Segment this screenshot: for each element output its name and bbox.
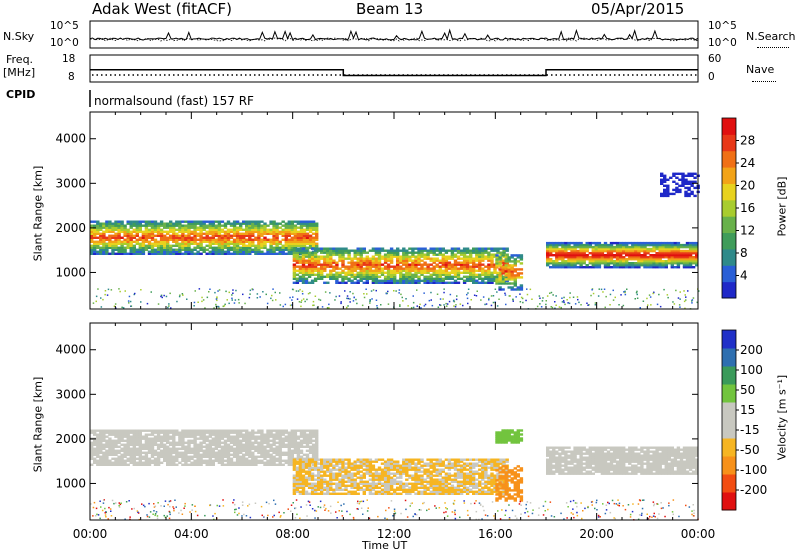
colorbar-segment (722, 199, 736, 217)
date-title: 05/Apr/2015 (591, 0, 685, 18)
xaxis-label: Time UT (362, 539, 408, 552)
noise-search-label: N.Search (746, 30, 796, 43)
cpid-program: normalsound (fast) 157 RF (94, 94, 254, 108)
colorbar-segment (722, 248, 736, 266)
velocity-data (90, 429, 699, 521)
freq-label-line2: [MHz] (3, 66, 36, 79)
noise-search-line (89, 37, 699, 42)
colorbar-tick-label: 24 (740, 156, 755, 170)
beam-title: Beam 13 (356, 0, 424, 18)
colorbar-segment (722, 402, 736, 421)
xtick-label: 00:00 (73, 527, 108, 541)
ytick-label: 2000 (55, 221, 86, 235)
noise-right-tick-bottom: 10^0 (708, 37, 737, 49)
colorbar-tick-label: 20 (740, 179, 755, 193)
cpid-label: CPID (6, 88, 36, 101)
ytick-label: 2000 (55, 432, 86, 446)
power-colorbar: 28 24 20 16 12 8 4 (721, 117, 755, 299)
nave-label: Nave (746, 63, 775, 76)
colorbar-tick-label: 12 (740, 224, 755, 238)
colorbar-segment (722, 167, 736, 184)
colorbar-segment (722, 134, 736, 152)
xtick-label: 12:00 (377, 527, 412, 541)
colorbar-segment (722, 232, 736, 250)
xtick-label: 04:00 (174, 527, 209, 541)
colorbar-tick-label: -50 (740, 443, 760, 457)
colorbar-tick-label: -200 (740, 483, 767, 497)
colorbar-segment (722, 492, 736, 511)
colorbar-segment (722, 456, 736, 475)
colorbar-segment (722, 348, 736, 367)
colorbar-tick-label: 4 (740, 269, 748, 283)
ytick-label: 4000 (55, 343, 86, 357)
colorbar-segment (722, 118, 736, 135)
ytick-label: 3000 (55, 387, 86, 401)
nave-tick-bottom: 0 (708, 71, 715, 83)
noise-tick-top: 10^5 (50, 20, 79, 32)
colorbar-segment (722, 384, 736, 403)
xtick-label: 08:00 (275, 527, 310, 541)
noise-search-legend-line (757, 47, 789, 48)
colorbar-segment (722, 183, 736, 201)
nave-legend-line (752, 81, 776, 82)
power-data (90, 172, 700, 310)
colorbar-segment (722, 281, 736, 299)
noise-sky-label: N.Sky (3, 30, 35, 43)
freq-tick-bottom: 8 (68, 71, 75, 83)
freq-label-line1: Freq. (6, 53, 34, 66)
xtick-label: 16:00 (478, 527, 513, 541)
xtick-label: 20:00 (579, 527, 614, 541)
freq-line (90, 69, 698, 77)
noise-right-tick-top: 10^5 (708, 20, 737, 32)
ytick-label: 1000 (55, 265, 86, 279)
xtick-label: 00:00 (681, 527, 716, 541)
colorbar-tick-label: 200 (740, 343, 763, 357)
colorbar-segment (722, 474, 736, 493)
colorbar-segment (722, 366, 736, 385)
ytick-label: 3000 (55, 176, 86, 190)
noise-panel-frame (89, 20, 699, 49)
colorbar-segment (722, 438, 736, 457)
ytick-label: 4000 (55, 132, 86, 146)
noise-sky-line (89, 28, 699, 41)
nave-tick-top: 60 (708, 53, 722, 65)
colorbar-frame (721, 329, 737, 511)
colorbar-tick-label: 28 (740, 134, 755, 148)
axes-group: 1000 2000 3000 4000 1000 2000 3000 4000 00:00 04:… (55, 112, 715, 541)
colorbar-segment (722, 330, 736, 349)
colorbar-tick-label: -100 (740, 463, 767, 477)
colorbar-tick-label: 15 (740, 403, 755, 417)
colorbar-segment (722, 420, 736, 439)
freq-tick-top: 18 (62, 53, 76, 65)
colorbar-tick-label: -15 (740, 423, 760, 437)
colorbar-segment (722, 265, 736, 283)
colorbar-tick-label: 8 (740, 246, 748, 260)
station-title: Adak West (fitACF) (92, 0, 232, 18)
ytick-label: 1000 (55, 476, 86, 490)
colorbar-segment (722, 216, 736, 234)
noise-tick-bottom: 10^0 (50, 37, 79, 49)
freq-panel-frame (89, 54, 699, 83)
colorbar-tick-label: 50 (740, 383, 755, 397)
velocity-colorbar: 200 100 50 15 -15 -50 -100 -200 (721, 329, 767, 511)
colorbar-segment (722, 150, 736, 168)
colorbar-tick-label: 16 (740, 201, 755, 215)
colorbar-tick-label: 100 (740, 363, 763, 377)
